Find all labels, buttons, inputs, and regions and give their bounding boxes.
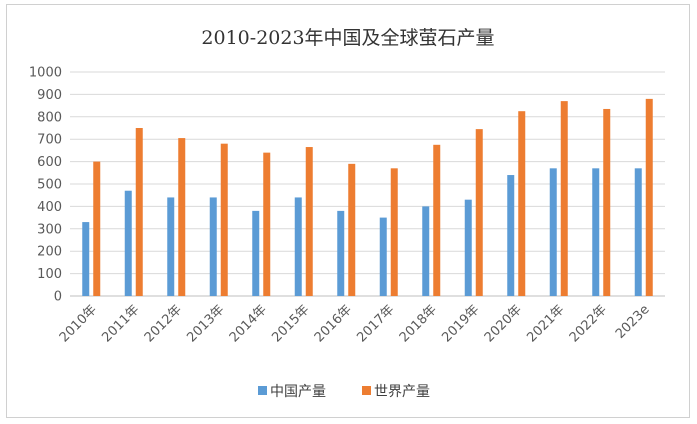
chart-frame — [6, 4, 690, 418]
y-tick-label: 700 — [37, 133, 62, 148]
y-tick-label: 300 — [37, 222, 62, 237]
bar-world — [390, 168, 398, 296]
legend-label: 世界产量 — [374, 384, 430, 400]
bar-world — [135, 128, 143, 296]
bar-china — [167, 197, 175, 296]
x-tick-label: 2010年 — [57, 302, 100, 345]
y-tick-label: 900 — [37, 88, 62, 103]
bar-china — [209, 197, 217, 296]
legend-label: 中国产量 — [270, 384, 326, 400]
x-tick-label: 2022年 — [567, 302, 610, 345]
x-tick-label: 2021年 — [524, 302, 567, 345]
y-tick-label: 500 — [37, 178, 62, 193]
x-tick-label: 2018年 — [397, 302, 440, 345]
x-tick-label: 2017年 — [354, 302, 397, 345]
y-tick-label: 600 — [37, 155, 62, 170]
x-axis: 2010年 2011年 2012年 2013年 2014年 2015年 2016年 2017年… — [57, 302, 653, 345]
legend-swatch — [258, 386, 267, 395]
bar-world — [433, 144, 441, 296]
bar-china — [337, 210, 345, 296]
bar-china — [124, 190, 132, 296]
bar-world — [475, 129, 483, 296]
bar-world — [560, 101, 568, 297]
bar-world — [178, 138, 186, 296]
bar-china — [294, 197, 302, 296]
bar-china — [422, 206, 430, 296]
y-tick-label: 200 — [37, 245, 62, 260]
bar-china — [592, 168, 600, 296]
bar-china — [507, 175, 515, 296]
x-tick-label: 2015年 — [269, 302, 312, 345]
bar-world — [603, 108, 611, 297]
bars — [82, 98, 653, 297]
y-tick-label: 800 — [37, 110, 62, 125]
chart-title: 2010-2023年中国及全球萤石产量 — [201, 27, 494, 49]
legend-swatch — [362, 386, 371, 395]
x-tick-label: 2019年 — [439, 302, 482, 345]
bar-china — [82, 222, 90, 296]
bar-world — [645, 98, 653, 296]
y-tick-label: 100 — [37, 267, 62, 282]
bar-china — [634, 168, 642, 296]
bar-world — [220, 143, 228, 296]
legend: 中国产量 世界产量 — [258, 384, 430, 400]
y-tick-label: 1000 — [29, 66, 62, 81]
y-tick-label: 400 — [37, 200, 62, 215]
bar-china — [549, 168, 557, 296]
y-tick-label: 0 — [54, 290, 62, 305]
bar-china — [464, 199, 472, 296]
bar-china — [379, 217, 387, 296]
bar-world — [93, 161, 101, 296]
bar-world — [263, 152, 271, 296]
gridlines — [70, 71, 665, 297]
y-axis: 0 100 200 300 400 500 600 700 800 900 1000 — [29, 66, 62, 305]
x-tick-label: 2011年 — [99, 302, 142, 345]
x-tick-label: 2023e — [613, 302, 653, 342]
bar-world — [305, 147, 313, 296]
bar-world — [348, 163, 356, 296]
bar-world — [518, 111, 526, 296]
x-tick-label: 2014年 — [227, 302, 270, 345]
x-tick-label: 2016年 — [312, 302, 355, 345]
x-tick-label: 2013年 — [184, 302, 227, 345]
bar-china — [252, 210, 260, 296]
x-tick-label: 2012年 — [142, 302, 185, 345]
x-tick-label: 2020年 — [482, 302, 525, 345]
